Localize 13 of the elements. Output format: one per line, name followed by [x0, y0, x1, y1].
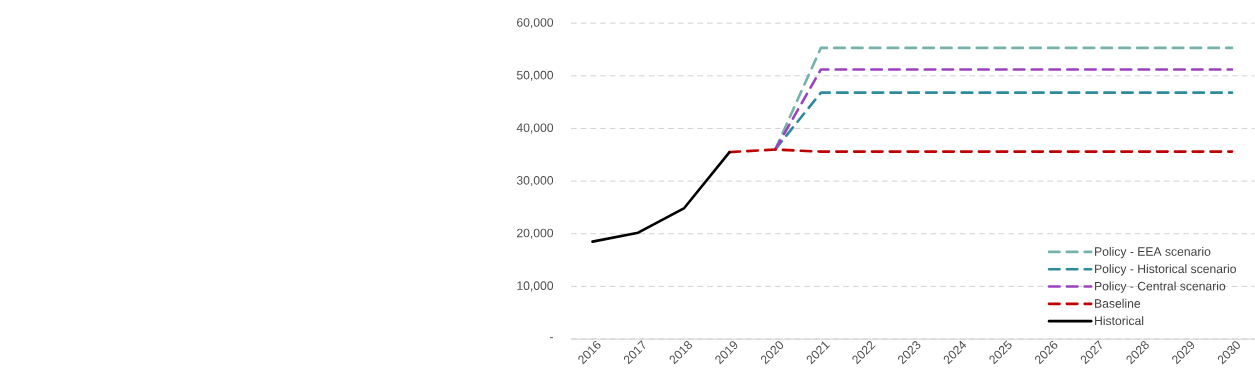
y-tick-label: 60,000 [517, 18, 554, 29]
y-tick-label: 20,000 [517, 228, 554, 239]
legend-label: Historical [1095, 316, 1144, 326]
y-tick-label: 50,000 [516, 70, 554, 81]
legend-label: Baseline [1095, 298, 1141, 308]
legend-label: Policy - Central scenario [1095, 281, 1226, 293]
line-series [591, 150, 731, 243]
y-tick-label: 40,000 [516, 123, 554, 134]
legend-label: Policy - Historical scenario [1095, 264, 1236, 276]
y-tick-label: 10,000 [517, 281, 554, 292]
y-tick-label: - [550, 337, 554, 339]
y-tick-label: 30,000 [516, 176, 554, 187]
legend-label: Policy - EEA scenario [1095, 246, 1211, 259]
